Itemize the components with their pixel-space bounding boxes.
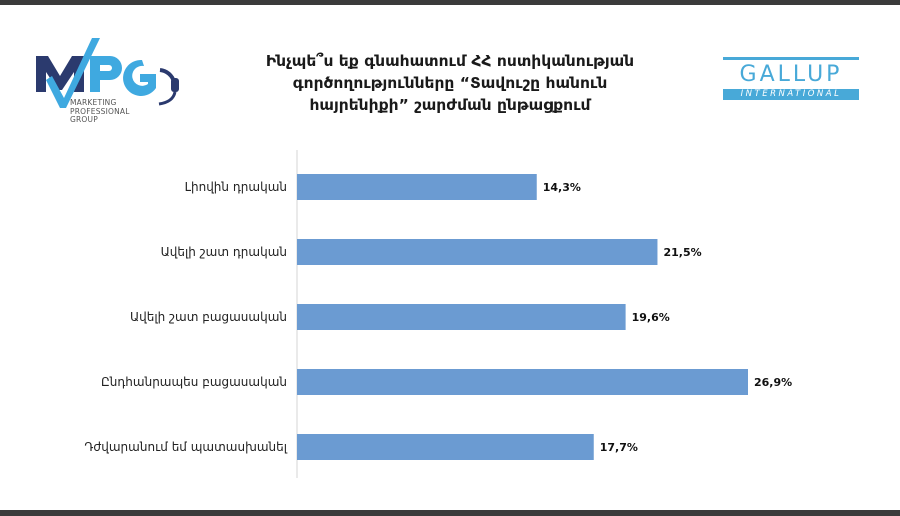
gallup-name: GALLUP (739, 62, 843, 87)
mpg-sub-line: GROUP (70, 115, 98, 124)
chart-title: Ինչպե՞ս եք գնահատում ՀՀ ոստիկանության գո… (220, 50, 680, 116)
value-label-4: 26,9% (754, 376, 792, 389)
gallup-band (723, 89, 859, 100)
title-line-3: հայրենիքի” շարժման ընթացքում (309, 96, 591, 114)
bar-2 (297, 239, 658, 265)
category-label-2: Ավելի շատ դրական (161, 245, 287, 259)
mpg-sub-line: PROFESSIONAL (70, 106, 130, 116)
bottom-frame-bar (0, 510, 900, 516)
category-label-4: Ընդհանրապես բացասական (101, 375, 287, 389)
value-label-3: 19,6% (632, 311, 670, 324)
category-label-1: Լիովին դրական (185, 180, 287, 194)
bar-3 (297, 304, 626, 330)
title-line-1: Ինչպե՞ս եք գնահատում ՀՀ ոստիկանության (265, 52, 635, 70)
value-label-1: 14,3% (543, 181, 581, 194)
gallup-top-line (723, 57, 859, 60)
mpg-logo (36, 38, 179, 108)
bar-4 (297, 369, 748, 395)
mpg-sub-line: MARKETING (70, 98, 117, 107)
bar-5 (297, 434, 594, 460)
value-label-2: 21,5% (663, 246, 701, 259)
top-frame-bar (0, 0, 900, 5)
gallup-logo: GALLUP INTERNATIONAL (723, 57, 859, 103)
category-label-3: Ավելի շատ բացասական (130, 310, 287, 324)
bar-1 (297, 174, 537, 200)
category-label-5: Դժվարանում եմ պատասխանել (84, 440, 287, 454)
value-label-5: 17,7% (600, 441, 638, 454)
title-line-2: գործողությունները “Տավուշը հանուն (292, 74, 608, 92)
mpg-subtitle: MARKETING PROFESSIONAL GROUP (70, 98, 130, 125)
gallup-international: INTERNATIONAL (740, 89, 842, 99)
